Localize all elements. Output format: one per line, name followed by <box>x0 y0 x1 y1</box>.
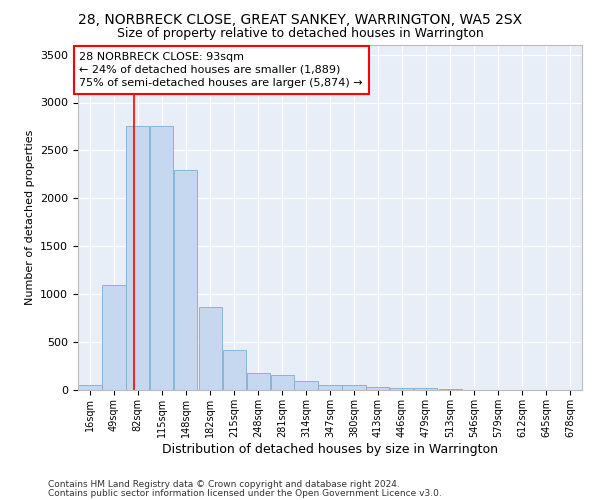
Bar <box>150 126 173 390</box>
Bar <box>414 388 437 390</box>
X-axis label: Distribution of detached houses by size in Warrington: Distribution of detached houses by size … <box>162 442 498 456</box>
Bar <box>126 126 149 390</box>
Bar <box>247 373 270 390</box>
Y-axis label: Number of detached properties: Number of detached properties <box>25 130 35 305</box>
Bar <box>439 389 462 390</box>
Bar <box>199 306 222 390</box>
Text: Size of property relative to detached houses in Warrington: Size of property relative to detached ho… <box>116 28 484 40</box>
Bar <box>174 170 197 390</box>
Bar <box>223 350 246 390</box>
Bar <box>366 386 389 390</box>
Text: Contains public sector information licensed under the Open Government Licence v3: Contains public sector information licen… <box>48 488 442 498</box>
Bar <box>390 388 413 390</box>
Bar <box>271 374 294 390</box>
Text: 28 NORBRECK CLOSE: 93sqm
← 24% of detached houses are smaller (1,889)
75% of sem: 28 NORBRECK CLOSE: 93sqm ← 24% of detach… <box>79 52 363 88</box>
Text: Contains HM Land Registry data © Crown copyright and database right 2024.: Contains HM Land Registry data © Crown c… <box>48 480 400 489</box>
Bar <box>295 382 317 390</box>
Bar <box>343 385 365 390</box>
Text: 28, NORBRECK CLOSE, GREAT SANKEY, WARRINGTON, WA5 2SX: 28, NORBRECK CLOSE, GREAT SANKEY, WARRIN… <box>78 12 522 26</box>
Bar <box>319 384 341 390</box>
Bar <box>79 385 101 390</box>
Bar <box>102 284 125 390</box>
